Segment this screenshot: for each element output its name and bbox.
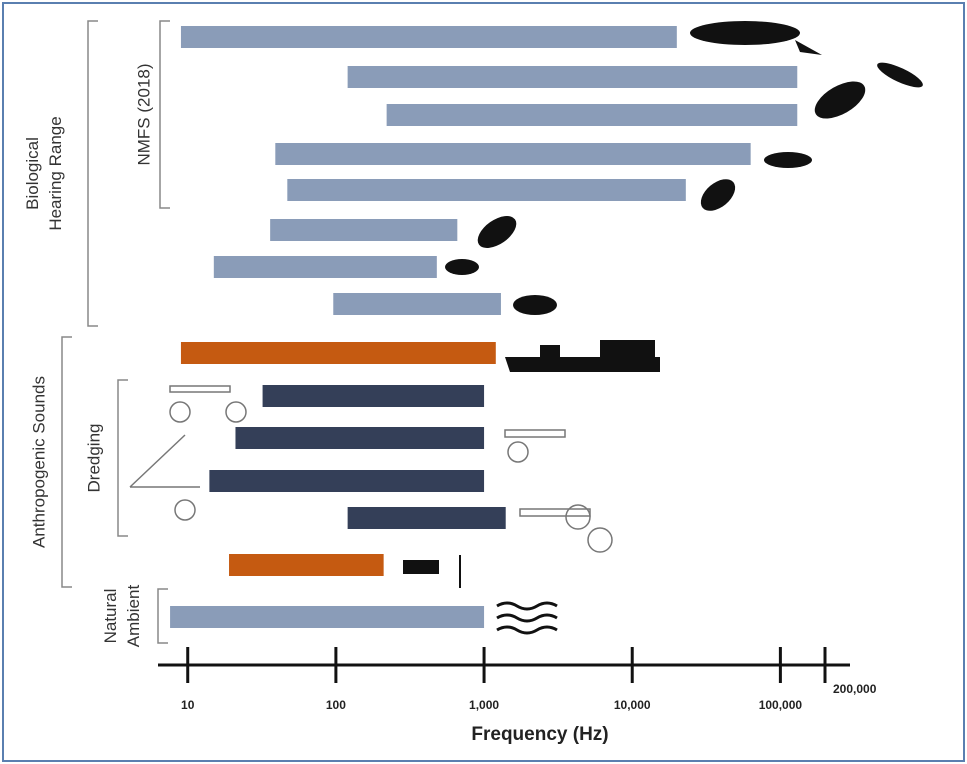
fish-icon	[513, 295, 557, 315]
fish-icon	[445, 259, 479, 275]
seal-icon	[764, 152, 812, 168]
x-tick-label: 200,000	[833, 682, 877, 696]
bracket	[160, 21, 170, 208]
x-tick-label: 100	[326, 698, 346, 712]
bracket-label: Dredging	[84, 424, 103, 493]
range-bar	[170, 606, 484, 628]
range-bar	[348, 507, 506, 529]
bracket	[158, 589, 168, 643]
x-tick-label: 100,000	[759, 698, 803, 712]
bracket-label: NMFS (2018)	[134, 63, 153, 165]
x-axis-label: Frequency (Hz)	[471, 724, 608, 745]
range-bar	[181, 342, 496, 364]
chart: NMFS (2018) BiologicalHearing Range Dredgi…	[0, 0, 967, 764]
bracket-label: Biological	[23, 137, 42, 210]
range-bar	[263, 385, 484, 407]
range-bar	[275, 143, 750, 165]
bracket	[118, 380, 128, 536]
turtle-icon	[472, 210, 522, 255]
page: NMFS (2018) BiologicalHearing Range Dredgi…	[0, 0, 967, 764]
x-tick-label: 10	[181, 698, 195, 712]
bracket-label: Natural	[101, 589, 120, 644]
range-bar	[287, 179, 686, 201]
bracket-label: Hearing Range	[46, 116, 65, 230]
range-bar	[229, 554, 384, 576]
x-tick-label: 10,000	[614, 698, 651, 712]
waves-icon	[497, 603, 557, 633]
range-bar	[333, 293, 501, 315]
range-bar	[209, 470, 484, 492]
range-bar	[387, 104, 798, 126]
bracket	[88, 21, 98, 326]
range-bar	[181, 26, 677, 48]
range-bar	[235, 427, 484, 449]
x-tick-label: 1,000	[469, 698, 499, 712]
bracket-label: Ambient	[124, 585, 143, 648]
dolphin-icon	[874, 58, 925, 92]
sealion-icon	[695, 173, 741, 217]
platform-icon	[403, 560, 439, 574]
range-bar	[214, 256, 437, 278]
bracket	[62, 337, 72, 587]
bracket-label: Anthropogenic Sounds	[29, 376, 48, 548]
orca-icon	[809, 74, 871, 126]
ship-icon	[505, 340, 660, 372]
whale-tail	[795, 40, 822, 55]
range-bar	[348, 66, 798, 88]
range-bar	[270, 219, 457, 241]
whale-icon	[690, 21, 800, 45]
